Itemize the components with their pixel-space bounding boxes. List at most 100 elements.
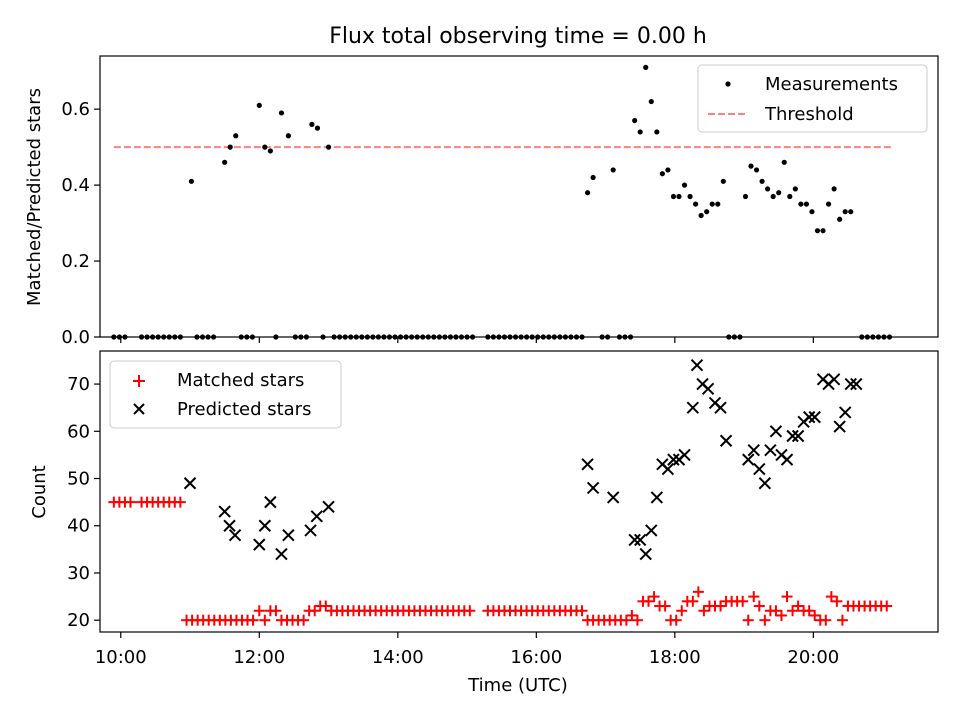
predicted-star-point xyxy=(667,453,680,466)
measurement-point xyxy=(681,182,688,188)
matched-star-point xyxy=(770,605,782,617)
top-y-axis: 0.0 0.2 0.4 0.6 xyxy=(61,99,100,348)
predicted-star-point xyxy=(690,358,704,372)
legend-predicted-label: Predicted stars xyxy=(177,399,311,420)
measurement-point xyxy=(267,148,273,154)
matched-star-point xyxy=(648,591,660,603)
matched-star-point xyxy=(787,605,799,617)
measurement-point xyxy=(233,133,239,139)
measurement-point xyxy=(798,201,804,207)
measurement-point xyxy=(325,144,332,150)
legend-measurements-marker xyxy=(725,81,731,87)
bottom-axes-frame xyxy=(99,350,939,633)
matched-star-point xyxy=(687,595,699,607)
top-x-ticks xyxy=(120,337,814,343)
matched-star-point xyxy=(124,496,136,508)
measurement-point xyxy=(665,167,671,173)
matched-star-point xyxy=(631,614,643,626)
predicted-star-point xyxy=(282,528,295,542)
measurement-point xyxy=(637,129,643,135)
measurement-point xyxy=(188,178,195,184)
top-legend: Measurements Threshold xyxy=(697,64,928,133)
measurement-point xyxy=(792,186,798,192)
predicted-star-point xyxy=(650,491,664,504)
measurement-point xyxy=(820,228,826,234)
bottom-y-tick-label: 20 xyxy=(67,610,90,631)
matched-star-point xyxy=(753,600,765,612)
matched-star-point xyxy=(576,605,588,617)
predicted-star-point xyxy=(758,477,772,490)
predicted-star-point xyxy=(808,410,821,424)
predicted-star-point xyxy=(322,500,335,514)
top-axes-frame xyxy=(99,55,939,338)
predicted-star-point xyxy=(586,481,600,495)
matched-star-point xyxy=(831,595,843,607)
measurement-point xyxy=(704,209,710,215)
predicted-star-point xyxy=(661,462,675,476)
predicted-star-point xyxy=(258,519,272,532)
matched-star-point xyxy=(247,614,259,626)
predicted-star-point xyxy=(742,453,755,466)
matched-star-point xyxy=(803,605,815,617)
predicted-star-point xyxy=(606,491,620,504)
measurement-point xyxy=(753,167,760,173)
bottom-y-tick-label: 30 xyxy=(67,563,90,584)
matched-star-point xyxy=(715,600,727,612)
measurement-point xyxy=(770,193,776,200)
matched-star-point xyxy=(309,605,321,617)
predicted-star-point xyxy=(791,429,805,443)
measurement-point xyxy=(584,190,591,196)
matched-star-point xyxy=(881,600,893,612)
measurement-point xyxy=(670,193,677,200)
bottom-x-tick-label: 20:00 xyxy=(787,647,839,668)
measurement-point xyxy=(285,133,291,139)
matched-star-point xyxy=(820,614,832,626)
measurement-point xyxy=(809,209,815,215)
bottom-y-tick-label: 40 xyxy=(67,516,90,537)
predicted-star-point xyxy=(581,458,594,471)
predicted-star-point xyxy=(639,547,652,561)
predicted-star-point xyxy=(769,425,783,438)
measurement-point xyxy=(776,190,782,196)
predicted-star-point xyxy=(802,410,816,424)
bottom-legend-box xyxy=(109,360,342,429)
predicted-star-point xyxy=(253,538,266,551)
measurement-point xyxy=(814,228,821,234)
predicted-star-point xyxy=(764,443,777,457)
top-y-tick-label: 0.6 xyxy=(61,99,90,120)
bottom-plot-area xyxy=(108,358,893,626)
measurement-point xyxy=(610,167,616,173)
measurement-point xyxy=(590,174,596,181)
predicted-star-point xyxy=(264,495,277,509)
predicted-star-point xyxy=(633,533,647,547)
measurement-point xyxy=(698,212,704,219)
measurement-point xyxy=(715,201,721,207)
measurement-point xyxy=(787,193,793,200)
predicted-star-point xyxy=(719,434,733,447)
measurement-point xyxy=(848,209,854,215)
matched-star-point xyxy=(775,609,787,621)
measurement-point xyxy=(309,121,315,127)
measurement-point xyxy=(278,110,285,116)
measurement-point xyxy=(632,117,638,124)
top-y-axis-label: Matched/Predicted stars xyxy=(24,88,45,306)
matched-star-point xyxy=(626,609,638,621)
predicted-star-point xyxy=(628,533,641,547)
measurement-point xyxy=(227,144,233,150)
bottom-x-tick-label: 18:00 xyxy=(649,647,701,668)
bottom-x-tick-label: 14:00 xyxy=(372,647,424,668)
x-axis-label: Time (UTC) xyxy=(467,675,568,696)
matched-star-point xyxy=(748,591,760,603)
bottom-x-tick-label: 12:00 xyxy=(233,647,285,668)
predicted-star-point xyxy=(228,528,242,542)
measurement-point xyxy=(748,163,754,169)
measurement-point xyxy=(709,201,715,207)
top-panel: 0.0 0.2 0.4 0.6 Matched/Predicted stars Mea… xyxy=(24,55,939,348)
predicted-star-point xyxy=(678,448,691,462)
predicted-star-point xyxy=(838,406,852,419)
predicted-star-point xyxy=(304,524,317,537)
predicted-star-point xyxy=(714,401,727,414)
predicted-star-point xyxy=(183,477,197,490)
measurement-point xyxy=(262,144,268,150)
